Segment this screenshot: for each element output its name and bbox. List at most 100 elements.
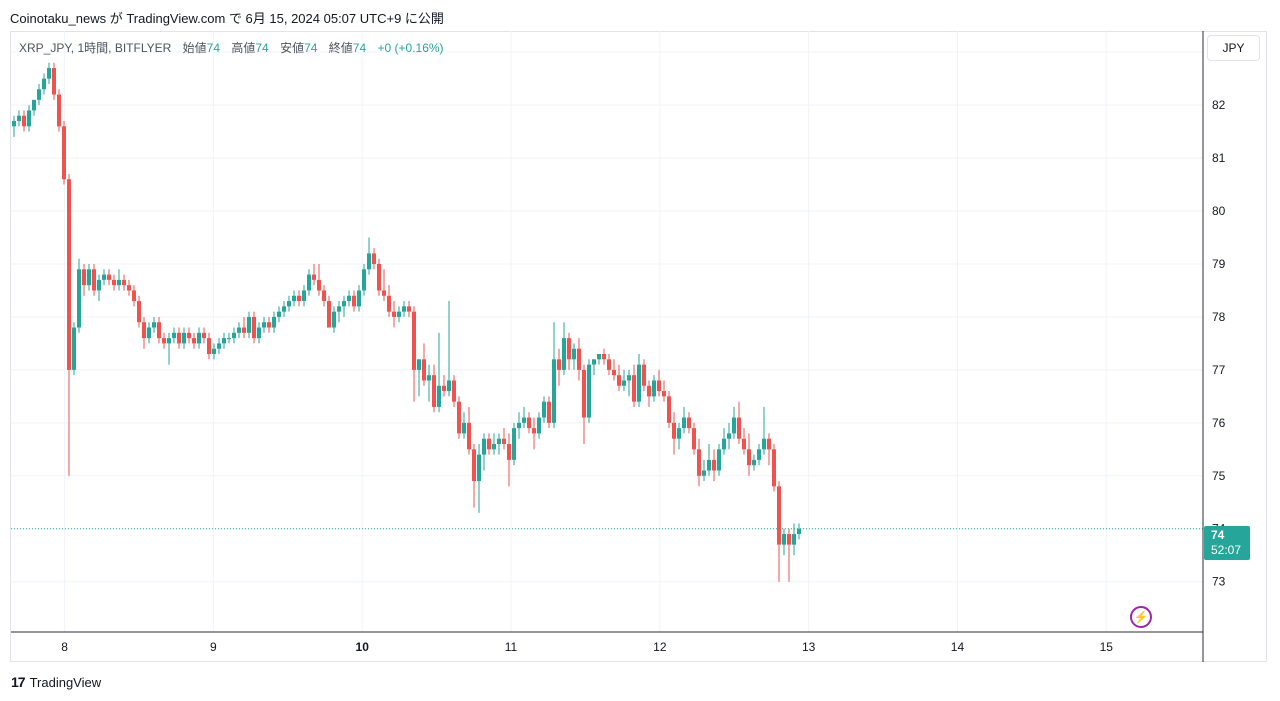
candles bbox=[12, 62, 801, 582]
candle-body bbox=[722, 438, 726, 450]
candle-body bbox=[717, 449, 721, 471]
candle bbox=[302, 285, 306, 307]
candle-body bbox=[252, 316, 256, 339]
candle-body bbox=[712, 459, 716, 471]
candle bbox=[537, 412, 541, 439]
candle bbox=[792, 523, 796, 556]
candle bbox=[762, 406, 766, 455]
candle bbox=[222, 332, 226, 349]
candle bbox=[657, 369, 661, 397]
candle bbox=[502, 428, 506, 450]
candle-body bbox=[537, 417, 541, 434]
candle bbox=[162, 332, 166, 349]
candle-body bbox=[522, 417, 526, 423]
candle-body bbox=[302, 290, 306, 302]
candle bbox=[682, 406, 686, 434]
candle-body bbox=[747, 449, 751, 466]
candle bbox=[647, 380, 651, 407]
candle-body bbox=[412, 311, 416, 370]
candle bbox=[742, 428, 746, 455]
candle bbox=[597, 354, 601, 365]
candle-body bbox=[52, 68, 56, 95]
candle bbox=[582, 364, 586, 445]
candle bbox=[432, 364, 436, 413]
candle bbox=[192, 332, 196, 349]
candle-body bbox=[207, 338, 211, 355]
candle bbox=[87, 263, 91, 291]
candle-body bbox=[557, 359, 561, 370]
candle bbox=[322, 285, 326, 307]
candle bbox=[202, 327, 206, 344]
candle bbox=[397, 306, 401, 323]
candle bbox=[217, 338, 221, 355]
candle bbox=[782, 528, 786, 556]
candle-body bbox=[762, 438, 766, 450]
candle bbox=[652, 375, 656, 402]
candle bbox=[72, 322, 76, 376]
candle-body bbox=[672, 422, 676, 439]
candle bbox=[787, 528, 791, 582]
candle bbox=[297, 290, 301, 307]
candle bbox=[132, 285, 136, 307]
candle bbox=[487, 433, 491, 455]
candle-body bbox=[527, 417, 531, 429]
candle bbox=[452, 375, 456, 407]
candle bbox=[262, 316, 266, 333]
candle bbox=[82, 263, 86, 296]
candle bbox=[152, 316, 156, 333]
close-label: 終値 bbox=[328, 41, 353, 55]
price-tick-label: 77 bbox=[1212, 363, 1226, 377]
candle-body bbox=[337, 306, 341, 312]
candle-body bbox=[47, 68, 51, 79]
tradingview-logo[interactable]: 17 TradingView bbox=[11, 674, 101, 690]
lightning-icon[interactable]: ⚡ bbox=[1130, 606, 1152, 628]
candle bbox=[167, 332, 171, 365]
candle bbox=[117, 269, 121, 291]
candle-body bbox=[482, 438, 486, 455]
time-axis: 8 9 10 11 12 13 14 15 bbox=[61, 640, 1113, 654]
symbol-label[interactable]: XRP_JPY, 1時間, BITFLYER bbox=[19, 41, 172, 55]
candle-body bbox=[467, 422, 471, 450]
candle-body bbox=[387, 295, 391, 312]
candle-body bbox=[772, 449, 776, 487]
time-tick-label: 13 bbox=[802, 640, 816, 654]
price-tick-label: 78 bbox=[1212, 310, 1226, 324]
candle bbox=[317, 263, 321, 296]
candle bbox=[692, 422, 696, 455]
candle-body bbox=[547, 401, 551, 423]
candle bbox=[512, 422, 516, 466]
candle bbox=[472, 444, 476, 508]
candle-body bbox=[242, 327, 246, 333]
candle-body bbox=[707, 459, 711, 471]
candle bbox=[717, 444, 721, 476]
candle bbox=[172, 327, 176, 344]
candle-body bbox=[507, 444, 511, 460]
candle-body bbox=[607, 359, 611, 370]
candle-body bbox=[567, 338, 571, 360]
candle-body bbox=[402, 306, 406, 312]
currency-button[interactable]: JPY bbox=[1207, 35, 1260, 61]
candle-body bbox=[227, 338, 231, 340]
candle bbox=[392, 301, 396, 328]
candle bbox=[187, 327, 191, 344]
candle bbox=[557, 348, 561, 386]
high-value: 74 bbox=[255, 41, 269, 55]
candle-body bbox=[437, 385, 441, 407]
candle bbox=[777, 481, 781, 582]
candle bbox=[312, 263, 316, 286]
candle bbox=[272, 311, 276, 333]
candle-body bbox=[647, 385, 651, 397]
candle-body bbox=[187, 332, 191, 339]
candle-body bbox=[172, 332, 176, 339]
candle-body bbox=[222, 338, 226, 344]
candle-body bbox=[562, 338, 566, 370]
candle bbox=[527, 412, 531, 434]
candle-body bbox=[117, 279, 121, 286]
price-tick-label: 75 bbox=[1212, 469, 1226, 483]
candle bbox=[687, 412, 691, 434]
candle-body bbox=[377, 263, 381, 291]
last-price-value: 74 bbox=[1211, 528, 1225, 542]
candle bbox=[747, 433, 751, 476]
bar-countdown: 52:07 bbox=[1211, 543, 1242, 557]
